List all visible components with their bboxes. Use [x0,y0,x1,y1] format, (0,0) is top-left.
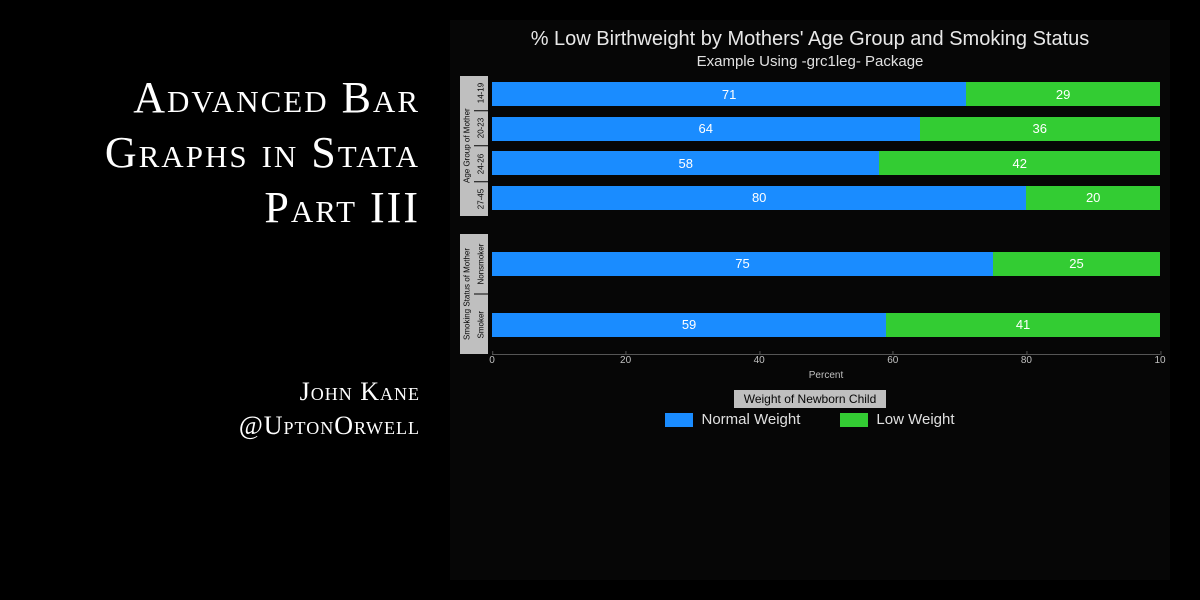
cat-label: 14-19 [474,76,488,111]
chart-column: % Low Birthweight by Mothers' Age Group … [440,0,1200,600]
bar-segment-normal: 71 [492,82,966,106]
slide-root: Advanced Bar Graphs in Stata Part III Jo… [0,0,1200,600]
slide-title: Advanced Bar Graphs in Stata Part III [40,70,420,235]
x-axis: 0 20 40 60 80 10 Percent [492,354,1160,384]
x-axis-label: Percent [492,370,1160,381]
bar-segment-normal: 58 [492,151,879,175]
legend-item-low: Low Weight [840,411,954,428]
category-labels-smoking: Nonsmoker Smoker [474,234,488,354]
bar-segment-low: 41 [886,313,1160,337]
cat-label: Smoker [474,295,488,355]
legend-swatch [840,413,868,427]
x-tick: 20 [620,355,631,366]
x-tick: 0 [489,355,495,366]
bar-row: 64 36 [492,117,1160,141]
bar-row: 58 42 [492,151,1160,175]
bar-segment-normal: 75 [492,252,993,276]
legend: Weight of Newborn Child Normal Weight Lo… [460,390,1160,428]
subplot-gap [460,216,1160,234]
title-line: Graphs in Stata [40,125,420,180]
bar-segment-normal: 64 [492,117,920,141]
title-column: Advanced Bar Graphs in Stata Part III Jo… [0,0,440,600]
legend-label: Normal Weight [701,411,800,428]
bar-segment-low: 29 [966,82,1160,106]
bar-segment-low: 42 [879,151,1160,175]
legend-label: Low Weight [876,411,954,428]
subplot-age-group: Age Group of Mother 14-19 20-23 24-26 27… [460,76,1160,216]
category-labels-age: 14-19 20-23 24-26 27-45 [474,76,488,216]
legend-items: Normal Weight Low Weight [665,411,954,428]
y-axis-title-age: Age Group of Mother [460,76,474,216]
bar-segment-low: 25 [993,252,1160,276]
legend-swatch [665,413,693,427]
cat-label: Nonsmoker [474,234,488,295]
cat-label: 27-45 [474,182,488,216]
bar-segment-normal: 59 [492,313,886,337]
x-tick: 60 [887,355,898,366]
bar-row: 59 41 [492,313,1160,337]
x-ticks: 0 20 40 60 80 10 [492,354,1160,368]
x-tick: 80 [1021,355,1032,366]
bar-segment-low: 36 [920,117,1160,141]
author-name: John Kane [40,375,420,409]
title-line: Advanced Bar [40,70,420,125]
subplot-smoking: Smoking Status of Mother Nonsmoker Smoke… [460,234,1160,354]
cat-label: 24-26 [474,147,488,182]
legend-title: Weight of Newborn Child [734,390,887,408]
bars-area-smoking: 75 25 59 41 [488,234,1160,354]
bar-row: 71 29 [492,82,1160,106]
x-tick: 10 [1154,355,1165,366]
y-axis-title-smoking: Smoking Status of Mother [460,234,474,354]
cat-label: 20-23 [474,111,488,146]
bar-segment-low: 20 [1026,186,1160,210]
bars-area-age: 71 29 64 36 58 42 80 20 [488,76,1160,216]
x-tick: 40 [754,355,765,366]
bar-segment-normal: 80 [492,186,1026,210]
chart-subtitle: Example Using -grc1leg- Package [460,53,1160,70]
title-line: Part III [40,180,420,235]
bar-row: 80 20 [492,186,1160,210]
legend-item-normal: Normal Weight [665,411,800,428]
author-block: John Kane @UptonOrwell [40,375,420,443]
chart-panel: % Low Birthweight by Mothers' Age Group … [450,20,1170,580]
bar-row: 75 25 [492,252,1160,276]
author-handle: @UptonOrwell [40,409,420,443]
chart-title: % Low Birthweight by Mothers' Age Group … [460,28,1160,51]
